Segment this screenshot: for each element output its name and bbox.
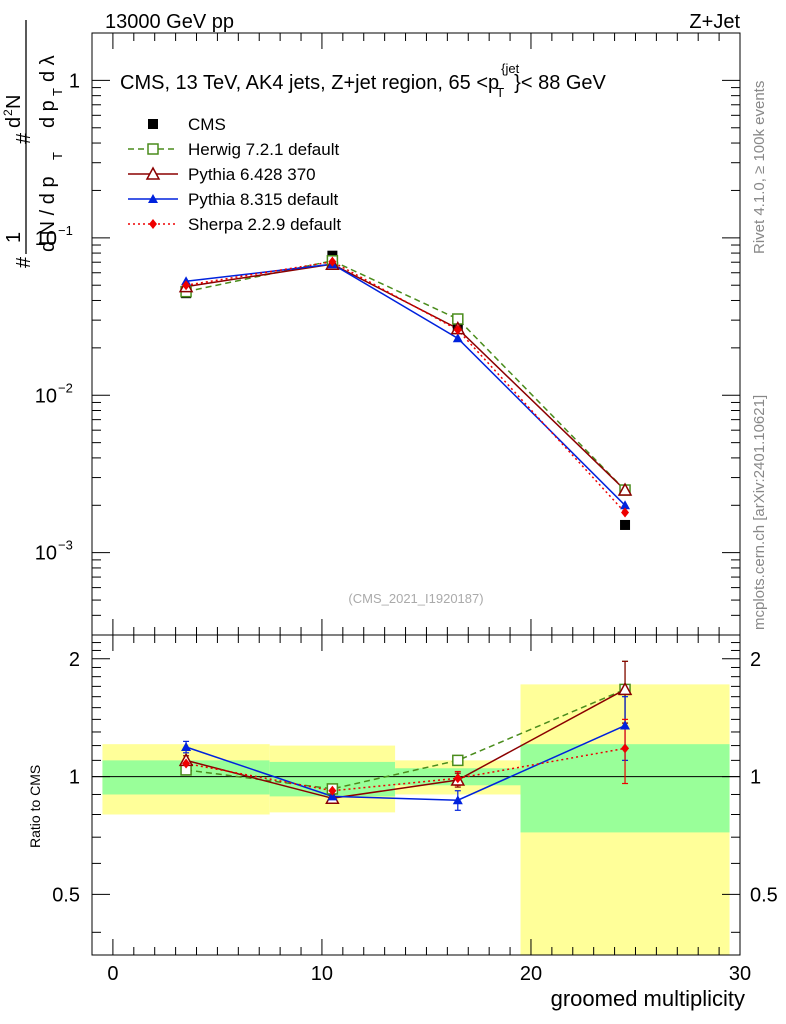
legend-label-1: Herwig 7.2.1 default bbox=[188, 140, 339, 159]
header-left: 13000 GeV pp bbox=[105, 11, 234, 33]
header-right: Z+Jet bbox=[689, 11, 740, 33]
main-point-3-1 bbox=[328, 256, 337, 267]
main-point-1-3 bbox=[617, 482, 633, 496]
main-point-2-3 bbox=[620, 500, 631, 510]
legend-label-4: Sherpa 2.2.9 default bbox=[188, 215, 341, 234]
ratio-point-2-3 bbox=[620, 720, 631, 730]
main-line-1 bbox=[185, 263, 626, 491]
legend-label-0: CMS bbox=[188, 115, 226, 134]
legend-marker-3 bbox=[148, 194, 158, 203]
mcplots-credit: mcplots.cern.ch [arXiv:2401.10621] bbox=[751, 395, 768, 630]
x-tick-label-10: 10 bbox=[311, 963, 333, 985]
legend-marker-0 bbox=[148, 119, 158, 129]
main-y-tick-label-−3: 10 bbox=[35, 543, 57, 565]
main-y-tick-exp-−2: −2 bbox=[58, 380, 73, 395]
ratio-y-tick-label-left-2: 2 bbox=[69, 649, 80, 671]
main-point-3-0 bbox=[182, 280, 191, 291]
ratio-panel-series bbox=[178, 660, 633, 811]
x-tick-label-30: 30 bbox=[729, 963, 751, 985]
ylabel-hash2: # bbox=[13, 132, 35, 144]
x-axis-label: groomed multiplicity bbox=[551, 986, 745, 1011]
ratio-point-1-3 bbox=[617, 681, 633, 696]
main-point-2-2 bbox=[452, 333, 463, 343]
title-sup: {jet bbox=[501, 61, 519, 76]
title-main: CMS, 13 TeV, AK4 jets, Z+jet region, 65 … bbox=[120, 72, 499, 94]
ratio-uncertainty-bands bbox=[102, 684, 730, 955]
legend-marker-2 bbox=[145, 166, 161, 180]
ratio-point-3-2 bbox=[453, 773, 462, 784]
main-y-axis-label: # 1 d N / d p T # d 2 N d p T d λ bbox=[1, 20, 65, 268]
main-point-3-3 bbox=[621, 507, 630, 518]
ratio-y-tick-label-right-2: 2 bbox=[750, 649, 761, 671]
ratio-point-3-0 bbox=[182, 758, 191, 769]
main-y-tick-label-−1: 10 bbox=[35, 228, 57, 250]
ylabel-T2: T bbox=[50, 88, 65, 96]
ratio-point-3-1 bbox=[328, 785, 337, 796]
ratio-y-tick-label-left-1: 1 bbox=[69, 767, 80, 789]
ratio-point-0-2 bbox=[452, 754, 464, 767]
ylabel-N2: N bbox=[3, 95, 25, 109]
ylabel-d2: d bbox=[3, 117, 25, 128]
ratio-y-tick-label-right-1: 1 bbox=[750, 767, 761, 789]
main-y-tick-exp-−3: −3 bbox=[58, 538, 73, 553]
ratio-frame bbox=[91, 634, 741, 956]
ratio-y-axis-label: Ratio to CMS bbox=[27, 765, 43, 848]
ylabel-dpT: d p bbox=[37, 100, 59, 128]
ratio-line-2 bbox=[185, 724, 626, 801]
chart-title: CMS, 13 TeV, AK4 jets, Z+jet region, 65 … bbox=[120, 61, 607, 100]
legend-label-2: Pythia 6.428 370 bbox=[188, 165, 316, 184]
ylabel-hash: # bbox=[13, 256, 35, 268]
x-tick-label-20: 20 bbox=[520, 963, 542, 985]
main-line-2 bbox=[185, 263, 626, 506]
ylabel-dlambda: d λ bbox=[37, 55, 59, 82]
ylabel-dN: d N / d p bbox=[37, 176, 59, 252]
main-y-tick-exp-−1: −1 bbox=[58, 223, 73, 238]
rivet-version: Rivet 4.1.0, ≥ 100k events bbox=[751, 81, 768, 254]
ylabel-two: 2 bbox=[1, 109, 15, 116]
ratio-point-2-1 bbox=[327, 791, 338, 801]
main-y-tick-label-−2: 10 bbox=[35, 385, 57, 407]
ratio-line-1 bbox=[185, 688, 626, 800]
legend-marker-4 bbox=[149, 219, 157, 229]
ratio-line-3 bbox=[185, 747, 626, 792]
ylabel-one: 1 bbox=[3, 232, 25, 243]
title-tail: }< 88 GeV bbox=[514, 72, 606, 94]
cms-point-3 bbox=[620, 519, 631, 530]
ratio-point-2-0 bbox=[181, 742, 192, 751]
legend-marker-1 bbox=[147, 143, 159, 155]
ratio-y-tick-label-right-0.5: 0.5 bbox=[750, 884, 778, 906]
title-sub: T bbox=[496, 85, 504, 100]
ylabel-T: T bbox=[50, 152, 65, 160]
main-point-3-2 bbox=[453, 324, 462, 335]
main-panel-series bbox=[178, 250, 633, 530]
main-line-0 bbox=[185, 259, 626, 491]
main-y-tick-label-1: 1 bbox=[69, 70, 80, 92]
legend-label-3: Pythia 8.315 default bbox=[188, 190, 339, 209]
main-line-3 bbox=[185, 260, 626, 514]
x-tick-label-0: 0 bbox=[107, 963, 118, 985]
analysis-id: (CMS_2021_I1920187) bbox=[348, 591, 483, 606]
ratio-point-3-3 bbox=[621, 743, 630, 754]
legend: CMS Herwig 7.2.1 default Pythia 6.428 370 P… bbox=[128, 115, 341, 234]
ratio-y-tick-label-left-0.5: 0.5 bbox=[52, 884, 80, 906]
ratio-point-2-2 bbox=[452, 795, 463, 805]
